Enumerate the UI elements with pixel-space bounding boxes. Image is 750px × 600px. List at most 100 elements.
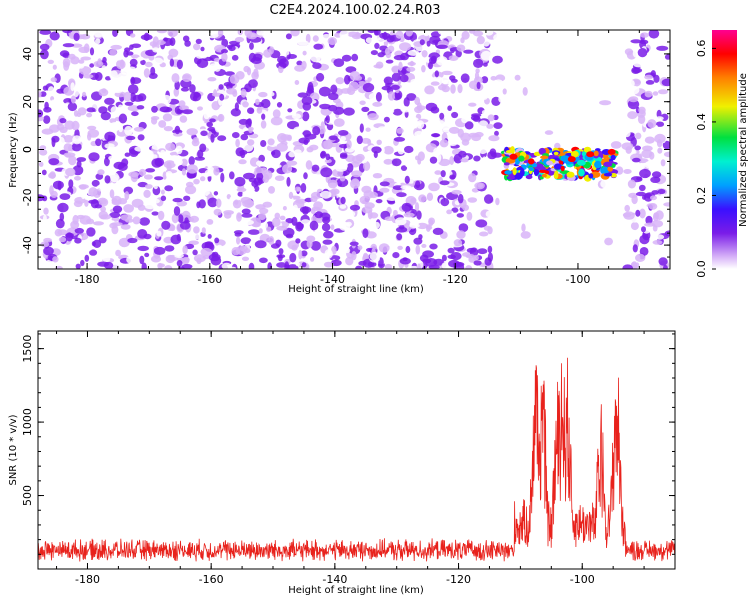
spectrogram-cell (326, 203, 338, 210)
colorbar-tick-label: 0.4 (695, 113, 708, 131)
spectrogram-cell (38, 138, 47, 144)
spectrogram-cell (56, 123, 65, 131)
spectrogram-cell (473, 260, 482, 266)
spectrogram-cell (448, 55, 459, 61)
spectrogram-cell (310, 208, 316, 215)
spectrogram-cell (473, 155, 481, 162)
spectrogram-cell (324, 158, 332, 164)
spectrogram-cell (268, 236, 275, 245)
spectrogram-cell (86, 107, 96, 113)
spectrogram-cell (651, 190, 659, 195)
spectrogram-cell (359, 123, 364, 133)
spectrogram-signal-cell (507, 175, 515, 180)
spectrogram-cell (153, 57, 164, 65)
spectrogram-cell (182, 245, 188, 255)
spectrogram-cell (650, 195, 657, 201)
spectrogram-cell (374, 30, 381, 36)
spectrogram-cell (101, 65, 107, 75)
spectrogram-cell (179, 115, 188, 123)
spectrogram-cell (351, 170, 363, 178)
spectrogram-cell (185, 185, 197, 195)
spectrogram-cell (145, 168, 156, 173)
spectrogram-xlabel: Height of straight line (km) (288, 284, 424, 295)
spectrogram-cell (632, 244, 638, 253)
spectrogram-cell (267, 138, 275, 146)
spectrogram-cell (38, 61, 45, 66)
spectrogram-cell (165, 58, 172, 68)
spectrogram-cell (254, 166, 264, 174)
spectrogram-cell (507, 190, 519, 196)
spectrogram-cell (630, 39, 642, 44)
spectrogram-cell (461, 116, 468, 124)
spectrogram-signal-cell (519, 168, 525, 177)
spectrogram-cell (193, 226, 200, 234)
spectrogram-cell (40, 241, 50, 248)
spectrogram-cell (68, 179, 74, 189)
spectrogram-cell (137, 134, 145, 141)
spectrogram-cell (210, 133, 215, 143)
spectrogram-cell (627, 99, 640, 110)
spectrogram-cell (645, 161, 653, 169)
spectrogram-cell (357, 245, 363, 251)
spectrogram-signal-cell (578, 168, 585, 177)
spectrogram-cell (341, 54, 352, 62)
spectrogram-cell (452, 261, 465, 267)
spectrogram-cell (285, 233, 294, 239)
spectrogram-cell (289, 252, 297, 263)
spectrogram-ylabel: Frequency (Hz) (8, 112, 19, 188)
spectrogram-cell (416, 222, 428, 230)
spectrogram-cell (631, 67, 641, 74)
y-tick-label: 20 (21, 95, 34, 109)
spectrogram-cell (600, 179, 610, 189)
spectrogram-cell (62, 43, 75, 48)
spectrogram-cell (175, 145, 183, 155)
spectrogram-cell (468, 173, 477, 183)
spectrogram-cell (148, 72, 158, 79)
spectrogram-cell (131, 111, 139, 117)
spectrogram-cell (282, 164, 293, 174)
spectrogram-cell (83, 84, 91, 92)
spectrogram-cell (297, 92, 309, 98)
spectrogram-cell (306, 235, 316, 243)
spectrogram-cell (109, 189, 115, 199)
spectrogram-cell (426, 192, 434, 201)
spectrogram-cell (233, 230, 244, 235)
spectrogram-cell (217, 154, 229, 160)
spectrogram-cell (392, 108, 403, 116)
spectrogram-cell (229, 171, 235, 180)
spectrogram-cell (174, 125, 181, 135)
spectrogram-cell (471, 133, 482, 142)
spectrogram-cell (414, 202, 420, 212)
spectrogram-cell (518, 211, 525, 219)
spectrogram-cell (395, 217, 407, 226)
spectrogram-cell (431, 133, 441, 138)
spectrogram-cell (80, 56, 92, 61)
colorbar-tick-label: 0.0 (695, 260, 708, 278)
spectrogram-cell (206, 121, 213, 128)
spectrogram-signal-cell (538, 147, 546, 155)
spectrogram-cell (111, 54, 124, 61)
spectrogram-signal-cell (504, 170, 512, 175)
spectrogram-cell (198, 199, 206, 209)
spectrogram-cell (109, 172, 120, 183)
spectrogram-cell (422, 30, 430, 37)
spectrogram-cell (140, 59, 146, 66)
spectrogram-cell (234, 36, 245, 43)
spectrogram-cell (367, 261, 377, 267)
spectrogram-cell (307, 117, 318, 125)
spectrogram-cell (451, 207, 459, 213)
spectrogram-cell (460, 73, 470, 83)
spectrogram-cell (58, 236, 67, 243)
spectrogram-cell (577, 231, 585, 239)
spectrogram-cell (236, 236, 241, 245)
spectrogram-cell (377, 126, 388, 134)
x-tick-label: -120 (446, 573, 471, 586)
spectrogram-cell (403, 97, 410, 107)
spectrogram-cell (502, 88, 507, 95)
spectrogram-cell (302, 50, 307, 56)
spectrogram-cell (661, 67, 669, 77)
y-tick-label: -20 (21, 188, 34, 206)
spectrogram-cell (59, 118, 67, 124)
spectrogram-cell (599, 100, 612, 106)
spectrogram-cell (111, 222, 123, 227)
